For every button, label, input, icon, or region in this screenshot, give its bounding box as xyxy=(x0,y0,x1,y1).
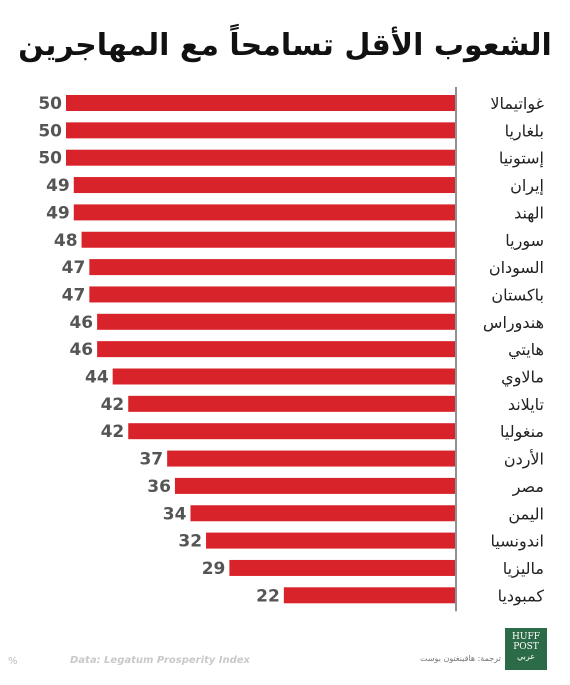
bar-18 xyxy=(283,587,455,604)
value-label-6: 47 xyxy=(62,258,86,278)
category-label-16: اندونسيا xyxy=(491,532,544,552)
logo-line-2: POST xyxy=(513,642,539,652)
percent-note: % xyxy=(8,656,18,667)
category-label-13: الأردن xyxy=(504,449,544,470)
logo-line-1: HUFF xyxy=(512,632,540,642)
category-label-4: الهند xyxy=(514,203,544,223)
bar-5 xyxy=(81,231,455,248)
category-label-5: سوريا xyxy=(505,231,544,251)
value-label-10: 44 xyxy=(85,368,109,388)
bar-0 xyxy=(66,95,455,111)
category-label-3: إيران xyxy=(510,176,544,196)
category-label-6: السودان xyxy=(489,258,544,278)
translation-credit: ترجمة: هافينغتون بوست xyxy=(420,654,501,663)
bar-6 xyxy=(89,259,455,276)
category-label-2: إستونيا xyxy=(499,149,544,169)
logo-line-3: عربي xyxy=(516,652,536,661)
bar-2 xyxy=(66,149,455,166)
value-label-3: 49 xyxy=(46,176,70,196)
value-label-7: 47 xyxy=(62,285,86,305)
value-label-9: 46 xyxy=(69,340,93,360)
category-label-10: مالاوي xyxy=(501,368,544,388)
value-label-13: 37 xyxy=(139,450,163,470)
bar-9 xyxy=(97,341,456,358)
value-label-8: 46 xyxy=(69,313,93,333)
value-label-0: 50 xyxy=(38,94,62,114)
bar-14 xyxy=(174,477,456,494)
bar-17 xyxy=(229,559,455,576)
bar-16 xyxy=(206,532,455,549)
category-label-12: منغوليا xyxy=(500,422,544,442)
bar-7 xyxy=(89,286,455,303)
value-label-5: 48 xyxy=(54,231,78,251)
bar-15 xyxy=(190,505,456,522)
data-source: Data: Legatum Prosperity Index xyxy=(70,655,251,666)
bar-1 xyxy=(66,122,455,139)
category-label-17: ماليزيا xyxy=(503,559,544,579)
value-label-12: 42 xyxy=(101,422,125,442)
value-label-18: 22 xyxy=(256,586,280,606)
category-label-7: باكستان xyxy=(491,285,544,304)
huffpost-logo: HUFF POST عربي xyxy=(505,628,547,670)
bar-4 xyxy=(73,204,455,221)
value-label-17: 29 xyxy=(202,559,226,579)
category-label-8: هندوراس xyxy=(483,313,544,333)
bar-12 xyxy=(128,423,456,440)
value-label-4: 49 xyxy=(46,203,70,223)
value-label-14: 36 xyxy=(147,477,171,497)
value-label-15: 34 xyxy=(163,504,187,524)
bar-11 xyxy=(128,395,456,412)
bar-8 xyxy=(97,313,456,330)
category-label-1: بلغاريا xyxy=(505,121,544,141)
category-label-0: غواتيمالا xyxy=(490,94,544,114)
category-label-9: هايتي xyxy=(508,340,544,360)
bar-3 xyxy=(73,177,455,194)
value-label-11: 42 xyxy=(101,395,125,415)
category-label-14: مصر xyxy=(512,477,544,497)
category-label-18: كمبوديا xyxy=(498,586,545,606)
chart-title: الشعوب الأقل تسامحاً مع المهاجرين xyxy=(18,28,552,63)
bar-10 xyxy=(112,368,456,385)
category-label-11: تايلاند xyxy=(508,395,544,414)
value-label-2: 50 xyxy=(38,149,62,169)
category-label-15: اليمن xyxy=(508,504,544,524)
value-label-16: 32 xyxy=(178,532,202,552)
value-label-1: 50 xyxy=(38,121,62,141)
bar-13 xyxy=(167,450,455,467)
